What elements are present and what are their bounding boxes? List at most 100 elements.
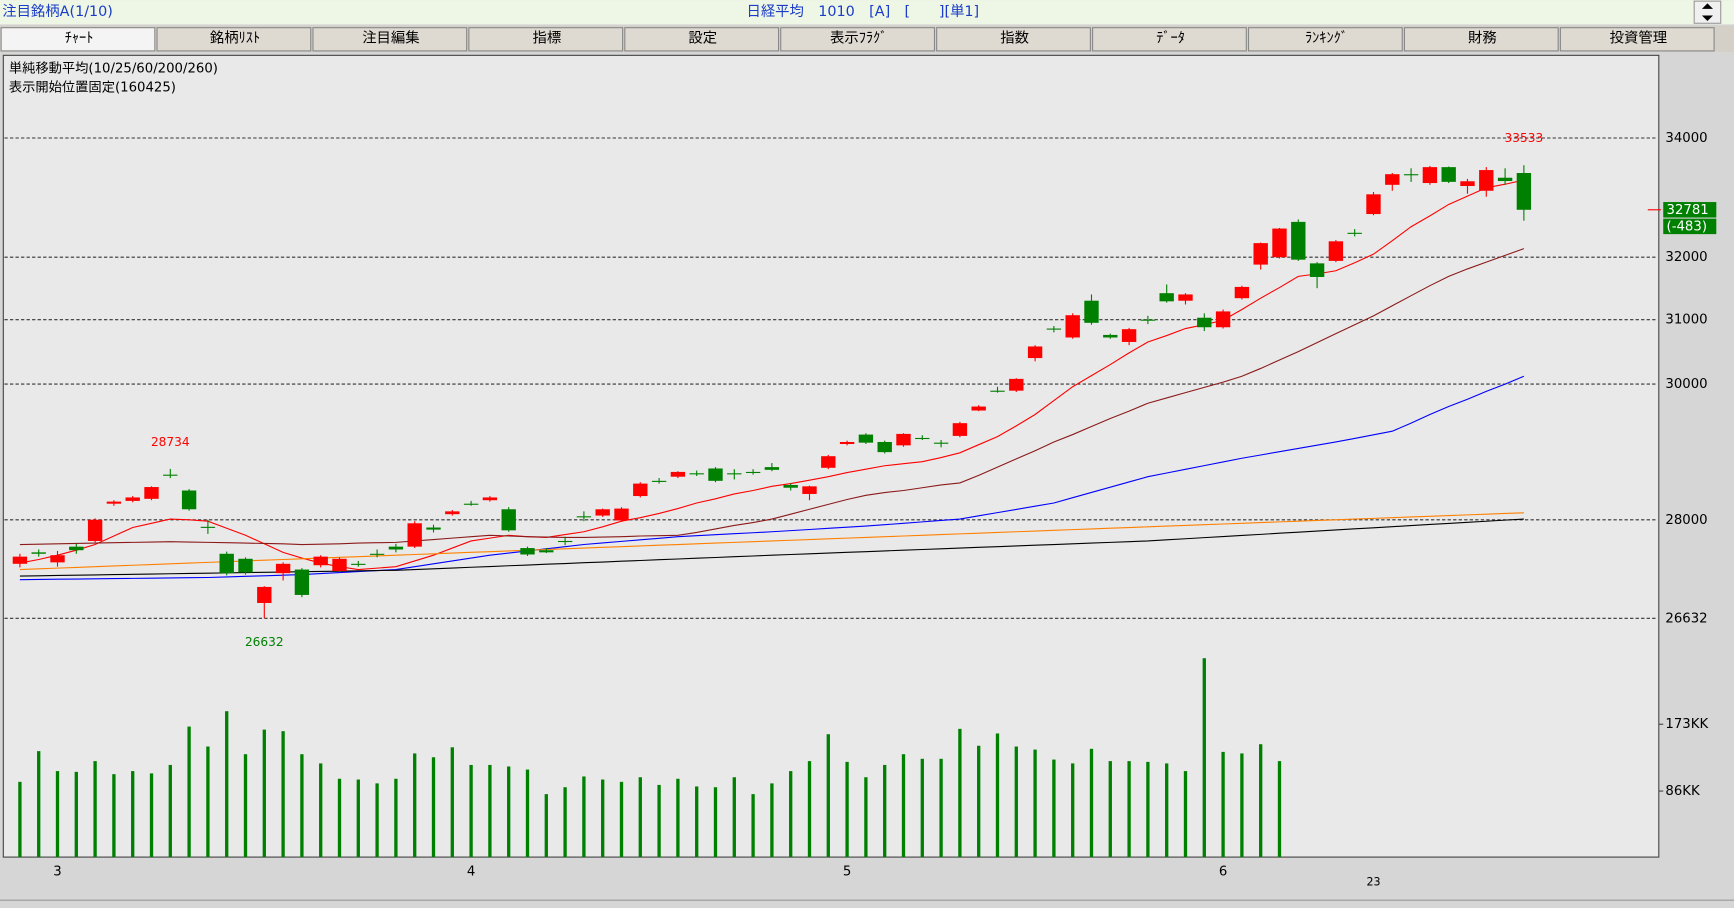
low-annotation: 26632 [245,635,284,649]
tab[interactable] [156,27,312,52]
candle-body [332,558,347,572]
x-tick-label: 3 [53,864,61,879]
tab-label[interactable]: 銘柄ﾘｽﾄ [210,30,260,47]
y-tick-label: 31000 [1665,313,1707,328]
tab[interactable] [1559,27,1715,52]
candle-body [426,527,441,530]
tab-label[interactable]: 注目編集 [362,30,419,47]
volume-bar [695,786,699,858]
candle-body [1385,174,1400,185]
tab-label[interactable]: 表示ﾌﾗｸﾞ [830,30,887,47]
volume-bar [112,774,116,858]
tab[interactable] [1403,27,1559,52]
volume-bar [920,758,924,858]
volume-bar [901,754,906,858]
volume-bar [1202,658,1206,858]
volume-bar [469,764,473,858]
tab[interactable] [936,27,1091,52]
volume-bar [149,773,154,858]
volume-bar [864,777,868,858]
y-tick-label: 26632 [1665,611,1707,626]
candle-body [388,546,404,550]
candle-body [238,558,253,573]
tab-label[interactable]: 財務 [1468,30,1497,47]
volume-bar [883,764,887,858]
tab[interactable] [312,27,468,52]
tab-label[interactable]: ﾃﾞｰﾀ [1156,30,1185,47]
volume-bar [243,754,248,858]
tab[interactable] [468,27,624,52]
volume-bar [413,753,417,858]
volume-bar [507,766,511,858]
candle-body [1291,221,1306,260]
candle-body [200,526,216,528]
candle-body [294,569,310,595]
tab-label[interactable]: 指数 [1000,30,1029,47]
candle-body [633,483,648,497]
candle-body [1103,334,1118,338]
tab[interactable] [0,27,156,52]
candle-body [1140,319,1156,321]
volume-bar [1146,761,1150,858]
tab-label[interactable]: 設定 [688,30,717,47]
candle-body [576,516,592,518]
volume-bar [713,787,718,858]
candle-body [125,497,140,501]
volume-bar [638,777,642,858]
candle-body [69,546,84,551]
volume-bar [262,729,266,858]
candle-body [877,441,892,453]
volume-bar [1108,761,1112,858]
tab-label[interactable]: ﾗﾝｷﾝｸﾞ [1305,30,1348,47]
volume-tick-label: 86KK [1665,784,1700,799]
volume-bar [676,778,680,858]
volume-bar [168,764,172,858]
moving-average [19,512,1524,571]
scroll-buttons[interactable] [1693,0,1722,24]
volume-bar [544,794,548,858]
volume-bar [187,726,191,858]
tab[interactable] [780,27,936,52]
candle-body [1234,286,1250,299]
tab-label[interactable]: ﾁｬｰﾄ [65,31,94,47]
candle-body [351,563,366,565]
chart-title: 単純移動平均(10/25/60/200/260) [9,61,218,77]
volume-bar [74,771,78,858]
candle-body [783,484,798,488]
candle-body [501,509,516,531]
candle-body [1253,243,1268,265]
candle-body [839,441,855,445]
candle-body [933,442,949,444]
candle-body [821,456,836,468]
tab-label[interactable]: 投資管理 [1610,30,1667,47]
volume-bar [1071,763,1075,858]
tab-label[interactable]: 指標 [532,30,561,47]
volume-bar [732,777,736,858]
volume-bar [431,757,436,858]
tab[interactable] [624,27,780,52]
tab[interactable] [1092,27,1247,52]
candle-body [144,487,159,499]
tab[interactable] [1247,27,1403,52]
volume-bar [225,711,229,858]
volume-bar [1052,759,1056,858]
volume-bar [958,728,962,858]
candle-body [50,555,65,563]
candle-body [520,548,535,555]
y-tick-label: 28000 [1665,513,1707,528]
volume-bar [939,758,943,858]
scroll-box[interactable] [1693,0,1722,24]
volume-bar [845,761,849,858]
candle-body [539,550,554,553]
moving-average [19,248,1525,546]
y-tick-label: 34000 [1665,131,1707,146]
volume-bar [375,783,379,858]
x-tick-label: 6 [1219,864,1227,879]
candle-body [670,471,686,477]
candle-body [1366,194,1381,215]
candle-body [1328,241,1344,261]
volume-bar [281,731,285,858]
scroll-arrows[interactable] [1701,3,1713,22]
volume-bar [977,745,981,858]
